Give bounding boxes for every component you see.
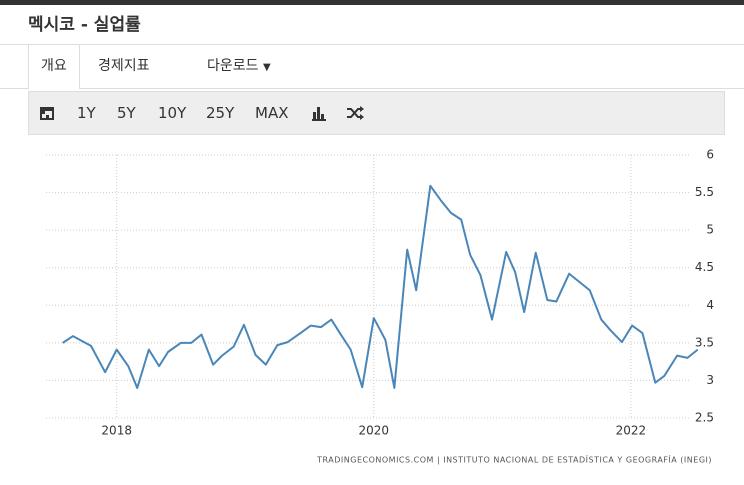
y-tick-label: 6 — [706, 148, 714, 162]
y-tick-label: 3.5 — [695, 335, 714, 349]
y-tick-label: 4 — [706, 298, 714, 312]
source: TRADINGECONOMICS.COM | INSTITUTO NACIONA… — [316, 454, 712, 465]
shuffle-icon[interactable] — [346, 105, 364, 121]
tab[interactable]: 경제지표 — [98, 58, 150, 74]
y-tick-label: 5.5 — [695, 185, 714, 199]
x-tick-label: 2018 — [101, 424, 132, 438]
tab[interactable]: 개요 — [28, 45, 80, 89]
range-button[interactable]: 1Y — [77, 104, 96, 122]
y-tick-label: 4.5 — [695, 260, 714, 274]
bar-chart-icon[interactable] — [311, 105, 327, 121]
top-bar — [0, 0, 744, 5]
caret: ▼ — [262, 62, 271, 73]
toolbar: 1Y 5Y 10Y 25Y MAX — [28, 91, 725, 135]
page-title: 멕시코 - 실업률 — [28, 15, 141, 35]
tabs: 개요 경제지표 다운로드 ▼ — [0, 44, 744, 89]
calendar-icon[interactable] — [39, 105, 55, 121]
tab-label: 다운로드 — [207, 58, 259, 74]
x-tick-label: 2020 — [359, 424, 390, 438]
line-series — [62, 184, 699, 389]
tab[interactable]: 다운로드 ▼ — [207, 45, 271, 88]
y-tick-label: 3 — [706, 373, 714, 387]
range-button[interactable]: MAX — [255, 104, 289, 122]
y-tick-label: 5 — [706, 223, 714, 237]
range-button[interactable]: 5Y — [117, 104, 136, 122]
range-button[interactable]: 10Y — [158, 104, 187, 122]
range-button[interactable]: 25Y — [206, 104, 235, 122]
x-tick-label: 2022 — [616, 424, 647, 438]
y-tick-label: 2.5 — [695, 411, 714, 425]
chart: TRADINGECONOMICS.COM | INSTITUTO NACIONA… — [46, 148, 714, 465]
